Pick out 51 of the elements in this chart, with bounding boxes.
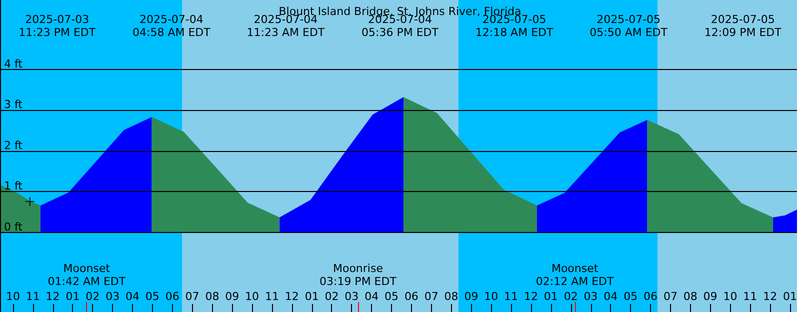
x-tick-label: 12 bbox=[524, 290, 538, 303]
y-tick-label: 3 ft bbox=[4, 98, 24, 112]
x-tick-label: 12 bbox=[46, 290, 60, 303]
x-tick-label: 07 bbox=[185, 290, 200, 303]
ref-line-label: Moonset 02:12 AM EDT bbox=[536, 262, 614, 288]
annotation: 2025-07-05 12:09 PM EDT bbox=[704, 13, 782, 39]
annotation: 2025-07-04 04:58 AM EDT bbox=[132, 13, 211, 39]
y-tick-label: 2 ft bbox=[4, 138, 24, 152]
ref-line-label: Moonrise 03:19 PM EDT bbox=[319, 262, 397, 288]
x-tick-label: 11 bbox=[743, 290, 758, 303]
x-tick-label: 12 bbox=[284, 290, 299, 303]
x-tick-label: 11 bbox=[264, 290, 279, 303]
x-tick-label: 01 bbox=[304, 290, 319, 303]
annotation: 2025-07-05 05:50 AM EDT bbox=[590, 13, 668, 39]
x-tick-label: 12 bbox=[763, 290, 778, 303]
x-tick-label: 04 bbox=[125, 290, 140, 303]
x-tick-label: 05 bbox=[145, 290, 160, 303]
x-tick-label: 03 bbox=[106, 290, 120, 303]
x-tick-label: 04 bbox=[364, 290, 379, 303]
x-tick-label: 09 bbox=[703, 290, 718, 303]
ref-line-label: Moonset 01:42 AM EDT bbox=[48, 262, 126, 288]
x-tick-label: 02 bbox=[564, 290, 578, 303]
x-tick-label: 09 bbox=[225, 290, 240, 303]
x-tick-label: 10 bbox=[723, 290, 738, 303]
x-tick-label: 11 bbox=[504, 290, 518, 303]
x-tick-label: 11 bbox=[26, 290, 40, 303]
x-tick-label: 05 bbox=[624, 290, 638, 303]
x-tick-label: 05 bbox=[384, 290, 399, 303]
x-tick-label: 10 bbox=[484, 290, 498, 303]
x-tick-label: 01 bbox=[544, 290, 558, 303]
annotation: 2025-07-03 11:23 PM EDT bbox=[18, 13, 96, 39]
y-tick-label: 4 ft bbox=[4, 57, 24, 70]
x-tick-label: 06 bbox=[644, 290, 658, 303]
x-tick-label: 04 bbox=[604, 290, 618, 303]
x-tick-label: 06 bbox=[404, 290, 418, 303]
x-tick-label: 08 bbox=[444, 290, 458, 303]
x-tick-label: 08 bbox=[683, 290, 698, 303]
x-tick-label: 08 bbox=[205, 290, 220, 303]
x-tick-label: 07 bbox=[663, 290, 678, 303]
y-tick-label: 0 ft bbox=[4, 220, 24, 234]
x-tick-label: 10 bbox=[6, 290, 20, 303]
x-tick-label: 06 bbox=[165, 290, 180, 303]
x-tick-label: 09 bbox=[464, 290, 478, 303]
x-tick-label: 02 bbox=[324, 290, 339, 303]
x-tick-label: 03 bbox=[344, 290, 359, 303]
x-tick-label: 02 bbox=[86, 290, 100, 303]
x-tick-label: 07 bbox=[424, 290, 438, 303]
x-tick-label: 01 bbox=[783, 290, 797, 303]
x-tick-label: 03 bbox=[584, 290, 598, 303]
x-tick-label: 01 bbox=[66, 290, 80, 303]
x-tick-label: 10 bbox=[245, 290, 260, 303]
